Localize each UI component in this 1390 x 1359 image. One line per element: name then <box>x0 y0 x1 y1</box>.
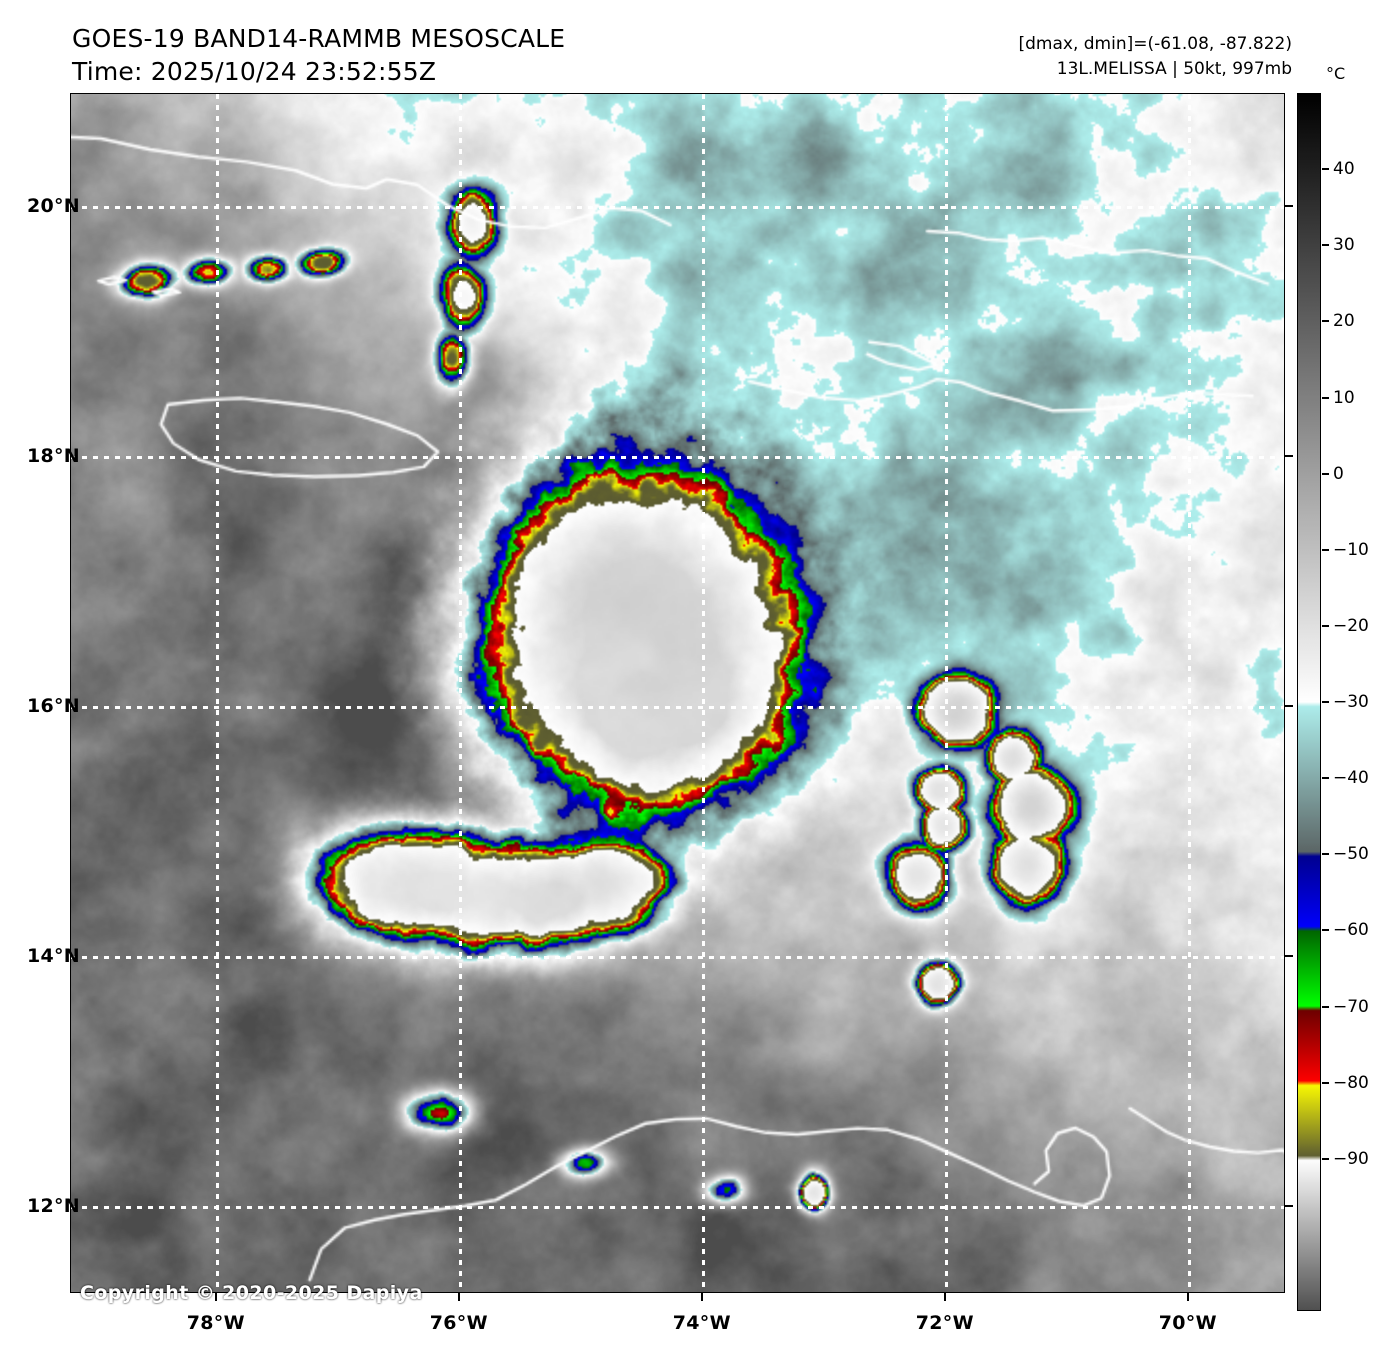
colorbar-tick-label: −90 <box>1333 1148 1369 1169</box>
y-axis-tick-mark <box>1285 704 1293 707</box>
x-axis-tick-label: 78°W <box>186 1312 245 1334</box>
infrared-imagery <box>71 94 1284 1292</box>
colorbar-tick-label: −70 <box>1333 996 1369 1017</box>
dmax-dmin-readout: [dmax, dmin]=(-61.08, -87.822) <box>1018 34 1293 54</box>
colorbar-tick-label: −10 <box>1333 539 1369 560</box>
y-axis-tick-label: 16°N <box>26 694 80 717</box>
x-axis-tick-label: 70°W <box>1158 1312 1217 1334</box>
y-axis-tick-label: 12°N <box>26 1194 80 1217</box>
x-axis-tick-mark <box>214 1293 217 1301</box>
colorbar-tick-mark <box>1322 320 1329 323</box>
x-axis-tick-label: 74°W <box>672 1312 731 1334</box>
colorbar-tick-label: −40 <box>1333 768 1369 789</box>
colorbar-tick-mark <box>1322 1005 1329 1008</box>
x-axis-tick-label: 72°W <box>915 1312 974 1334</box>
colorbar-tick-mark <box>1322 777 1329 780</box>
x-axis-tick-label: 76°W <box>429 1312 488 1334</box>
colorbar-tick-label: −60 <box>1333 920 1369 941</box>
colorbar-tick-label: −80 <box>1333 1072 1369 1093</box>
y-axis-tick-mark <box>1285 454 1293 457</box>
storm-info-readout: 13L.MELISSA | 50kt, 997mb <box>1056 59 1292 79</box>
colorbar-tick-mark <box>1322 624 1329 627</box>
colorbar-units-label: °C <box>1326 64 1346 83</box>
metadata-block: [dmax, dmin]=(-61.08, -87.822) 13L.MELIS… <box>1019 32 1293 82</box>
y-axis-tick-label: 18°N <box>26 444 80 467</box>
colorbar-tick-mark <box>1322 472 1329 475</box>
x-axis-tick-mark <box>457 1293 460 1301</box>
colorbar-tick-mark <box>1322 1157 1329 1160</box>
colorbar-tick-label: 30 <box>1333 235 1355 256</box>
colorbar-tick-mark <box>1322 853 1329 856</box>
colorbar-tick-mark <box>1322 244 1329 247</box>
y-axis-tick-label: 14°N <box>26 944 80 967</box>
y-axis-tick-label: 20°N <box>26 194 80 217</box>
colorbar-tick-mark <box>1322 168 1329 171</box>
y-axis-tick-mark <box>1285 204 1293 207</box>
temperature-colorbar[interactable] <box>1297 93 1321 1311</box>
x-axis-tick-mark <box>700 1293 703 1301</box>
satellite-image-plot[interactable] <box>70 93 1285 1293</box>
colorbar-tick-mark <box>1322 701 1329 703</box>
colorbar-tick-label: 20 <box>1333 311 1355 332</box>
colorbar-tick-label: 40 <box>1333 159 1355 180</box>
copyright-notice: Copyright © 2020-2025 Dapiya <box>80 1282 423 1304</box>
colorbar-tick-label: 0 <box>1333 463 1344 484</box>
colorbar-tick-label: −30 <box>1333 692 1369 712</box>
colorbar-tick-mark <box>1322 396 1329 399</box>
title-line-2: Time: 2025/10/24 23:52:55Z <box>72 57 437 86</box>
colorbar-gradient <box>1297 93 1321 1311</box>
colorbar-tick-label: −50 <box>1333 844 1369 865</box>
x-axis-tick-mark <box>1186 1293 1189 1301</box>
colorbar-tick-label: 10 <box>1333 387 1355 408</box>
x-axis-tick-mark <box>943 1293 946 1301</box>
colorbar-tick-mark <box>1322 1081 1329 1084</box>
title-line-1: GOES-19 BAND14-RAMMB MESOSCALE <box>72 24 566 53</box>
colorbar-tick-mark <box>1322 929 1329 932</box>
y-axis-tick-mark <box>1285 1204 1293 1207</box>
y-axis-tick-mark <box>1285 954 1293 957</box>
page-title: GOES-19 BAND14-RAMMB MESOSCALE Time: 202… <box>72 22 565 88</box>
satellite-swath <box>71 94 1284 1292</box>
colorbar-tick-label: −20 <box>1333 615 1369 636</box>
colorbar-tick-mark <box>1322 548 1329 551</box>
